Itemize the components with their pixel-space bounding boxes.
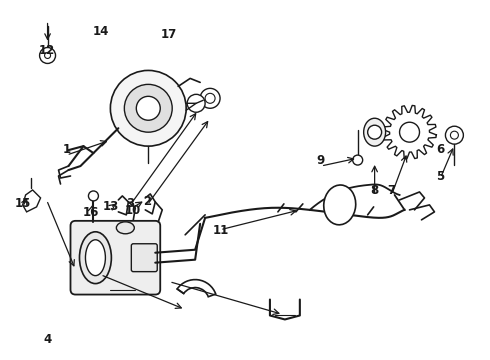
Text: 2: 2 — [143, 195, 151, 208]
Polygon shape — [23, 190, 41, 212]
Text: 8: 8 — [370, 184, 379, 197]
Circle shape — [187, 94, 205, 112]
Text: 1: 1 — [63, 143, 71, 156]
Circle shape — [368, 125, 382, 139]
Text: 4: 4 — [43, 333, 51, 346]
FancyBboxPatch shape — [131, 244, 157, 272]
Circle shape — [205, 93, 215, 103]
Text: 3: 3 — [126, 197, 134, 210]
Text: 17: 17 — [161, 28, 177, 41]
Circle shape — [124, 84, 172, 132]
Circle shape — [40, 48, 55, 63]
Circle shape — [136, 96, 160, 120]
Circle shape — [445, 126, 464, 144]
Circle shape — [89, 191, 98, 201]
Wedge shape — [177, 280, 216, 297]
Circle shape — [353, 155, 363, 165]
Circle shape — [45, 53, 50, 58]
Ellipse shape — [116, 222, 134, 234]
Text: 7: 7 — [388, 184, 395, 197]
FancyBboxPatch shape — [71, 221, 160, 294]
Ellipse shape — [85, 240, 105, 276]
Text: 13: 13 — [102, 201, 119, 213]
Text: 6: 6 — [436, 143, 444, 156]
Ellipse shape — [364, 118, 386, 146]
Circle shape — [200, 88, 220, 108]
Ellipse shape — [324, 185, 356, 225]
Text: 5: 5 — [436, 170, 444, 183]
Circle shape — [110, 71, 186, 146]
Text: 14: 14 — [93, 25, 109, 38]
Circle shape — [450, 131, 458, 139]
Text: 11: 11 — [213, 224, 229, 237]
Text: 16: 16 — [83, 206, 99, 219]
Text: 15: 15 — [15, 197, 31, 210]
Circle shape — [399, 122, 419, 142]
Text: 10: 10 — [124, 204, 141, 217]
Text: 12: 12 — [39, 44, 55, 57]
Ellipse shape — [79, 232, 111, 284]
Text: 9: 9 — [317, 154, 325, 167]
